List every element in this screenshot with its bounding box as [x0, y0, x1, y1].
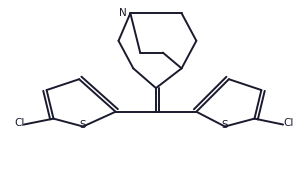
Text: Cl: Cl: [15, 118, 25, 128]
Text: S: S: [222, 119, 228, 130]
Text: N: N: [119, 8, 126, 18]
Text: S: S: [80, 119, 86, 130]
Text: Cl: Cl: [284, 118, 294, 128]
